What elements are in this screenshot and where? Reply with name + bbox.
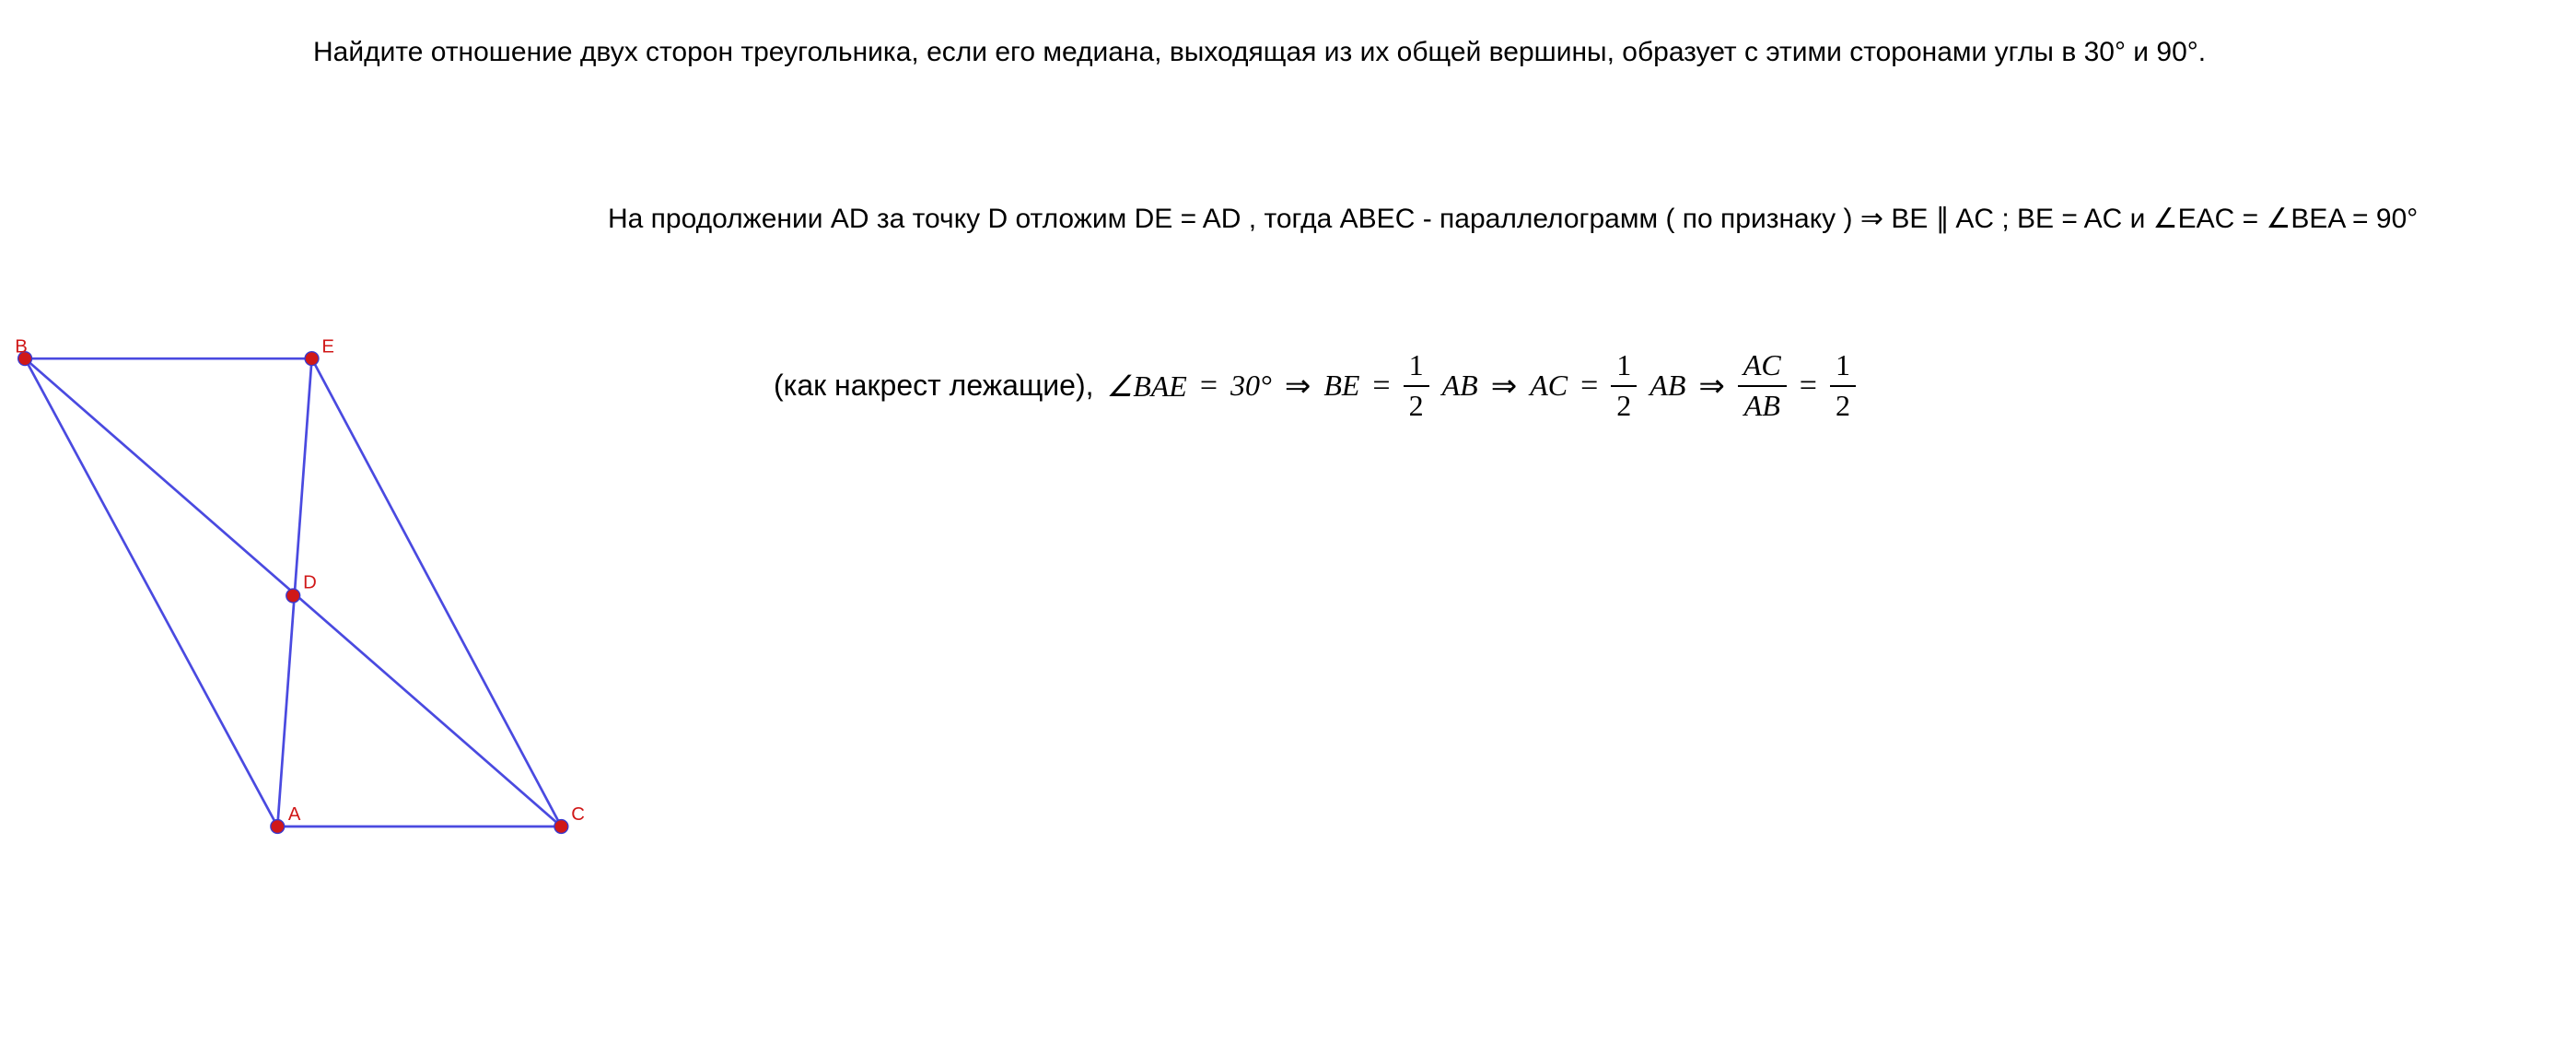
frac-ac: AC (1738, 350, 1787, 381)
point-label-D: D (303, 572, 317, 592)
ab-2: AB (1649, 369, 1685, 403)
eq-1: = (1200, 369, 1218, 404)
imp-2: ⇒ (1491, 368, 1518, 404)
eq-3: = (1580, 369, 1598, 404)
math-prefix: (как накрест лежащие), (774, 369, 1094, 403)
edge-E-C (312, 358, 562, 826)
point-label-B: B (15, 336, 28, 357)
ac-1: AC (1530, 369, 1568, 403)
frac-result-num: 1 (1830, 350, 1856, 381)
angle-bae: ∠BAE (1107, 369, 1187, 404)
problem-text: Найдите отношение двух сторон треугольни… (313, 37, 2206, 68)
point-label-E: E (321, 336, 334, 357)
point-label-C: C (571, 804, 585, 825)
point-label-A: A (288, 804, 301, 825)
frac-bar-3 (1738, 385, 1787, 387)
geometry-diagram: B E D A C (0, 166, 599, 1050)
diagram-container: B E D A C (0, 166, 599, 1050)
frac-result-den: 2 (1830, 391, 1856, 422)
frac-result: 1 2 (1830, 350, 1856, 421)
edge-B-A (25, 358, 277, 826)
angle-30: 30° (1230, 369, 1272, 403)
frac-half-1-num: 1 (1404, 350, 1429, 381)
imp-3: ⇒ (1698, 368, 1725, 404)
frac-half-2: 1 2 (1611, 350, 1637, 421)
frac-half-2-num: 1 (1611, 350, 1637, 381)
math-line: (как накрест лежащие), ∠BAE = 30° ⇒ BE =… (774, 350, 1856, 421)
explanation-text: На продолжении AD за точку D отложим DE … (608, 203, 2418, 235)
eq-4: = (1800, 369, 1817, 404)
ab-1: AB (1442, 369, 1478, 403)
frac-bar (1404, 385, 1429, 387)
imp-1: ⇒ (1285, 368, 1311, 404)
frac-half-1: 1 2 (1404, 350, 1429, 421)
point-E (305, 352, 319, 366)
frac-bar-4 (1830, 385, 1856, 387)
frac-bar-2 (1611, 385, 1637, 387)
frac-half-2-den: 2 (1611, 391, 1637, 422)
point-D (286, 589, 300, 603)
point-A (271, 820, 285, 834)
be-1: BE (1323, 369, 1359, 403)
point-C (554, 820, 568, 834)
frac-ac-ab: AC AB (1738, 350, 1787, 421)
frac-ab: AB (1739, 391, 1786, 422)
frac-half-1-den: 2 (1404, 391, 1429, 422)
eq-2: = (1372, 369, 1390, 404)
